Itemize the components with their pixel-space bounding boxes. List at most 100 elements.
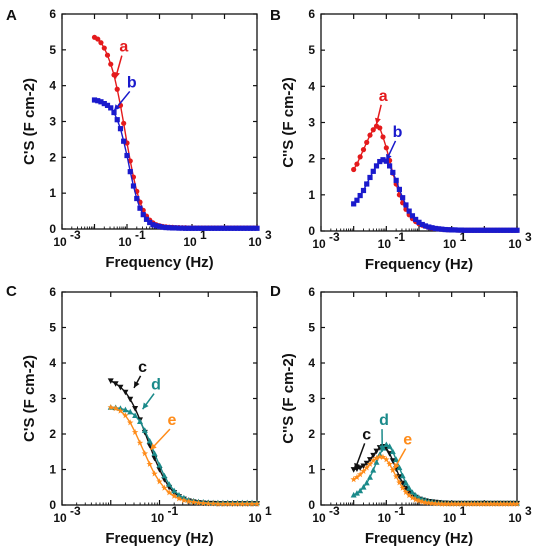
data-point: [182, 225, 189, 231]
y-tick-label: 4: [49, 79, 56, 93]
x-tick-label: 10: [248, 235, 262, 249]
data-point: [225, 225, 231, 231]
data-point: [195, 225, 202, 231]
data-point: [387, 163, 393, 169]
data-point: [192, 225, 198, 231]
y-tick-label: 4: [308, 356, 315, 370]
data-point: [156, 462, 163, 468]
x-tick-label: 10: [151, 511, 165, 525]
data-point: [386, 443, 393, 449]
data-point: [510, 500, 517, 507]
data-point: [357, 154, 363, 160]
data-point: [439, 226, 445, 232]
data-point: [507, 500, 514, 507]
data-point: [513, 500, 521, 507]
data-point: [137, 205, 143, 211]
y-tick-label: 3: [49, 392, 56, 406]
x-tick-exponent: 1: [460, 230, 467, 244]
data-point: [214, 500, 222, 507]
x-tick-label: 10: [443, 237, 457, 251]
series-2: [107, 403, 261, 507]
data-point: [370, 127, 376, 133]
data-point: [161, 484, 168, 491]
data-point: [468, 227, 474, 233]
data-point: [474, 500, 482, 507]
data-point: [366, 457, 373, 463]
y-tick-label: 2: [49, 427, 56, 441]
data-point: [170, 492, 178, 499]
data-point: [461, 500, 468, 507]
arrow-head: [386, 153, 392, 161]
data-point: [221, 225, 228, 231]
arrow-head: [374, 117, 381, 125]
data-point: [130, 183, 137, 189]
y-tick-label: 1: [49, 186, 56, 200]
data-point: [247, 225, 254, 231]
curve-label: e: [167, 412, 176, 429]
x-tick-label: 10: [508, 511, 522, 525]
data-point: [189, 225, 195, 231]
x-tick-exponent: 3: [525, 230, 532, 244]
y-tick-label: 5: [308, 43, 315, 57]
x-axis-label: Frequency (Hz): [105, 530, 213, 547]
data-point: [231, 225, 237, 231]
x-tick-label: 10: [508, 237, 522, 251]
data-point: [360, 147, 367, 153]
data-point: [426, 224, 432, 230]
x-tick-label: 10: [378, 237, 392, 251]
data-point: [507, 227, 514, 233]
data-point: [442, 226, 448, 233]
data-point: [108, 61, 114, 67]
data-point: [360, 484, 367, 490]
x-tick-label: 10: [183, 235, 197, 249]
data-point: [205, 500, 212, 507]
data-point: [389, 448, 396, 455]
y-tick-label: 0: [49, 222, 56, 236]
data-point: [367, 132, 373, 138]
data-point: [376, 453, 384, 460]
data-point: [121, 120, 127, 126]
data-point: [132, 412, 139, 418]
data-point: [494, 227, 500, 233]
series-0: [351, 123, 520, 233]
data-point: [354, 197, 360, 203]
data-point: [409, 489, 416, 495]
data-point: [353, 490, 360, 496]
data-point: [160, 224, 166, 230]
data-point: [380, 134, 386, 140]
data-point: [511, 227, 517, 233]
data-point: [383, 158, 389, 164]
data-point: [370, 452, 377, 459]
y-tick-label: 3: [308, 392, 315, 406]
data-point: [367, 174, 373, 181]
series-2: [350, 453, 521, 507]
data-point: [175, 495, 183, 502]
data-point: [416, 219, 422, 225]
x-tick-label: 10: [378, 511, 392, 525]
data-point: [497, 500, 504, 507]
data-point: [234, 225, 241, 231]
data-point: [360, 467, 367, 475]
curve-label: c: [362, 426, 371, 443]
panel-letter: D: [270, 283, 281, 300]
series-0: [107, 378, 260, 507]
data-point: [112, 381, 119, 387]
data-point: [146, 437, 153, 444]
data-point: [104, 102, 111, 108]
data-point: [455, 227, 461, 233]
data-point: [107, 403, 114, 411]
data-point: [253, 500, 261, 507]
data-point: [403, 202, 409, 208]
y-axis-label: C'S (F cm-2): [21, 355, 38, 442]
arrow-head: [393, 462, 400, 470]
x-tick-exponent: 3: [525, 504, 532, 518]
y-axis-label: C''S (F cm-2): [280, 77, 297, 167]
x-tick-exponent: -1: [168, 504, 179, 518]
data-point: [415, 497, 423, 504]
data-point: [195, 499, 202, 506]
curve-label: e: [403, 432, 412, 449]
data-point: [215, 225, 221, 231]
data-point: [114, 117, 120, 123]
